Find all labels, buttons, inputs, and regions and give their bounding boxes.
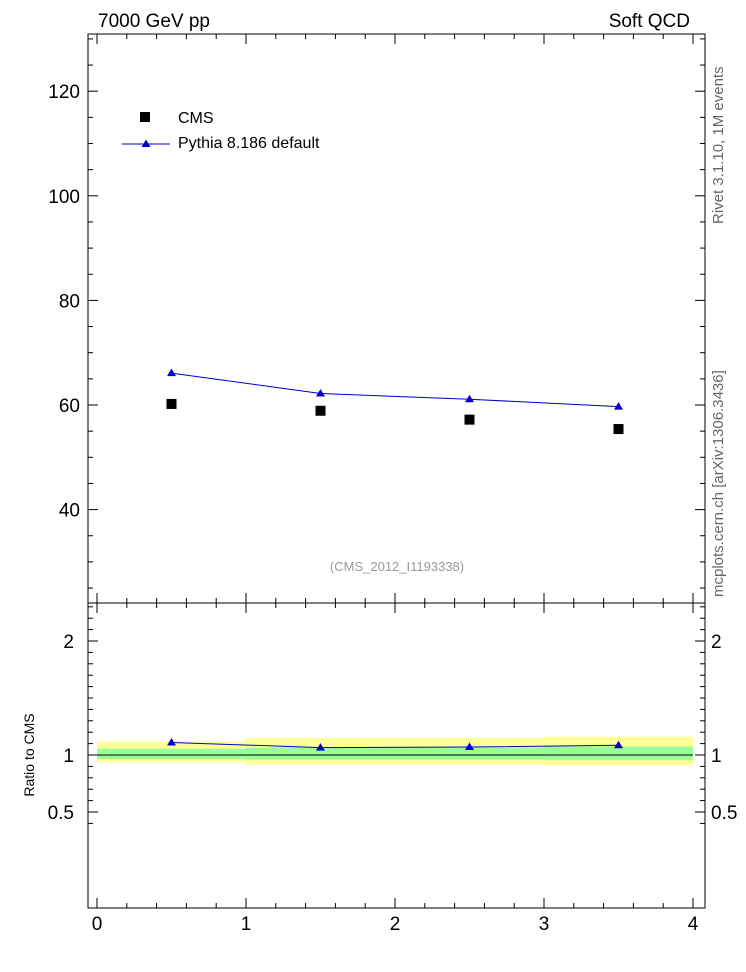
process-label: Soft QCD	[609, 11, 690, 32]
ratio-y-tick-label: 0.5	[48, 803, 74, 824]
ratio-y-tick-label-right: 2	[711, 632, 722, 653]
legend-pythia-marker	[141, 139, 151, 147]
legend-cms-marker	[140, 112, 150, 122]
main-y-tick-label: 120	[48, 82, 80, 103]
energy-label: 7000 GeV pp	[98, 11, 210, 32]
ratio-y-tick-label-right: 0.5	[711, 803, 737, 824]
mcplots-label: mcplots.cern.ch [arXiv:1306.3436]	[710, 370, 727, 597]
legend-pythia-label: Pythia 8.186 default	[178, 135, 320, 152]
ratio-axis-label: Ratio to CMS	[21, 713, 37, 796]
cms-point	[464, 414, 475, 425]
uncertainty-band-inner	[97, 748, 246, 759]
x-tick-label: 0	[92, 914, 103, 935]
x-tick-label: 2	[390, 914, 401, 935]
ratio-pythia-point	[167, 737, 176, 746]
ratio-pythia-point	[465, 742, 474, 751]
x-tick-label: 4	[688, 914, 699, 935]
uncertainty-band-inner	[246, 747, 395, 760]
ratio-y-tick-label: 1	[63, 746, 74, 767]
ratio-pythia-point	[614, 740, 623, 749]
main-y-tick-label: 80	[59, 291, 80, 312]
ratio-panel: 0.5 0.5 1 1 2 2 0 1 2 3 4	[48, 602, 737, 935]
pythia-point	[465, 394, 474, 403]
x-tick-label: 3	[539, 914, 550, 935]
ratio-y-tick-label-right: 1	[711, 746, 722, 767]
pythia-point	[316, 388, 325, 397]
x-tick-label: 1	[241, 914, 252, 935]
rivet-label: Rivet 3.1.10, 1M events	[710, 66, 727, 224]
main-y-tick-label: 40	[59, 501, 80, 522]
ratio-pythia-line	[171, 741, 619, 749]
analysis-tag: (CMS_2012_I1193338)	[330, 559, 464, 574]
pythia-line	[171, 372, 619, 408]
ratio-y-tick-label: 2	[63, 632, 74, 653]
cms-point	[315, 405, 326, 416]
legend-cms-label: CMS	[178, 110, 214, 127]
pythia-point	[614, 402, 623, 410]
uncertainty-band-inner	[395, 747, 544, 760]
uncertainty-band-inner	[544, 746, 693, 761]
ratio-pythia-point	[316, 743, 325, 751]
main-y-tick-label: 60	[59, 396, 80, 417]
pythia-point	[167, 368, 176, 377]
legend: CMS Pythia 8.186 default	[122, 110, 320, 152]
cms-point	[166, 398, 177, 409]
cms-point	[613, 424, 624, 435]
main-y-tick-label: 100	[48, 187, 80, 208]
